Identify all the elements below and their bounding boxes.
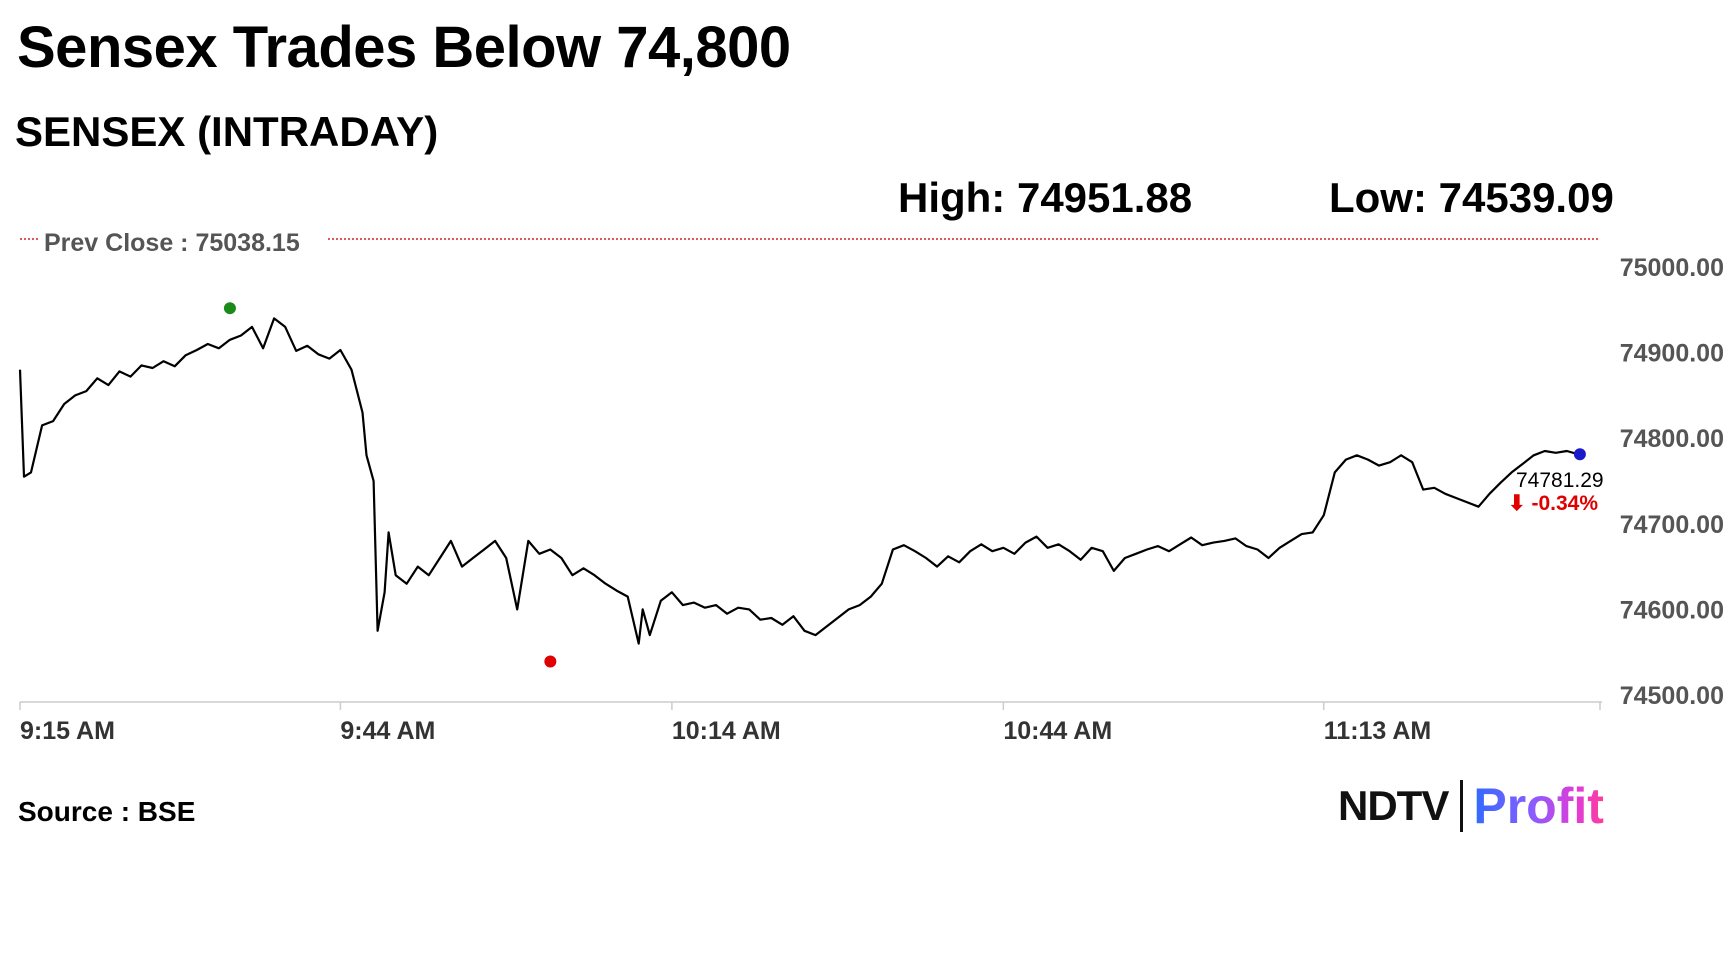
intraday-line-chart: Prev Close : 75038.15 75000.00 74900.00 74…	[18, 229, 1724, 745]
last-value-label: 74781.29	[1516, 469, 1604, 492]
high-marker	[223, 302, 236, 315]
x-tick-labels: 9:15 AM 9:44 AM 10:14 AM 10:44 AM 11:13 AM	[19, 702, 1601, 745]
last-change-value: -0.34%	[1531, 492, 1598, 515]
low-value: 74539.09	[1438, 174, 1614, 221]
series-line	[18, 317, 1579, 645]
prev-close-group: Prev Close : 75038.15	[20, 229, 1600, 257]
last-marker	[1573, 448, 1586, 461]
y-tick-label: 75000.00	[1620, 254, 1724, 282]
y-tick-label: 74600.00	[1620, 596, 1724, 624]
x-tick-label: 10:44 AM	[1003, 717, 1112, 745]
high-label: High:	[898, 174, 1006, 221]
chart-subtitle: SENSEX (INTRADAY)	[15, 108, 439, 155]
x-tick-label: 11:13 AM	[1324, 717, 1431, 745]
low-label: Low:	[1329, 174, 1427, 221]
low-marker	[544, 655, 557, 668]
high-stat: High: 74951.88	[898, 174, 1192, 222]
x-tick-label: 10:14 AM	[672, 717, 781, 745]
y-axis: 75000.00 74900.00 74800.00 74700.00 74600.00…	[1620, 254, 1724, 710]
y-tick-label: 74700.00	[1620, 511, 1724, 539]
headline: Sensex Trades Below 74,800	[17, 15, 791, 80]
down-arrow-icon: ⬇	[1508, 492, 1526, 515]
prev-close-label: Prev Close : 75038.15	[44, 229, 300, 257]
high-value: 74951.88	[1016, 174, 1193, 221]
source-note: Source : BSE	[18, 796, 196, 827]
logo-product: Profit	[1473, 778, 1604, 834]
x-tick-label: 9:44 AM	[340, 717, 435, 745]
ndtv-profit-logo: NDTV Profit	[1338, 776, 1604, 836]
low-stat: Low: 74539.09	[1329, 174, 1614, 222]
logo-divider	[1460, 780, 1464, 832]
logo-brand: NDTV	[1338, 782, 1449, 829]
y-tick-label: 74900.00	[1620, 340, 1724, 368]
y-tick-label: 74800.00	[1620, 425, 1724, 453]
y-tick-label: 74500.00	[1620, 682, 1724, 710]
last-change-label: ⬇ -0.34%	[1508, 492, 1598, 515]
x-tick-label: 9:15 AM	[20, 717, 115, 745]
